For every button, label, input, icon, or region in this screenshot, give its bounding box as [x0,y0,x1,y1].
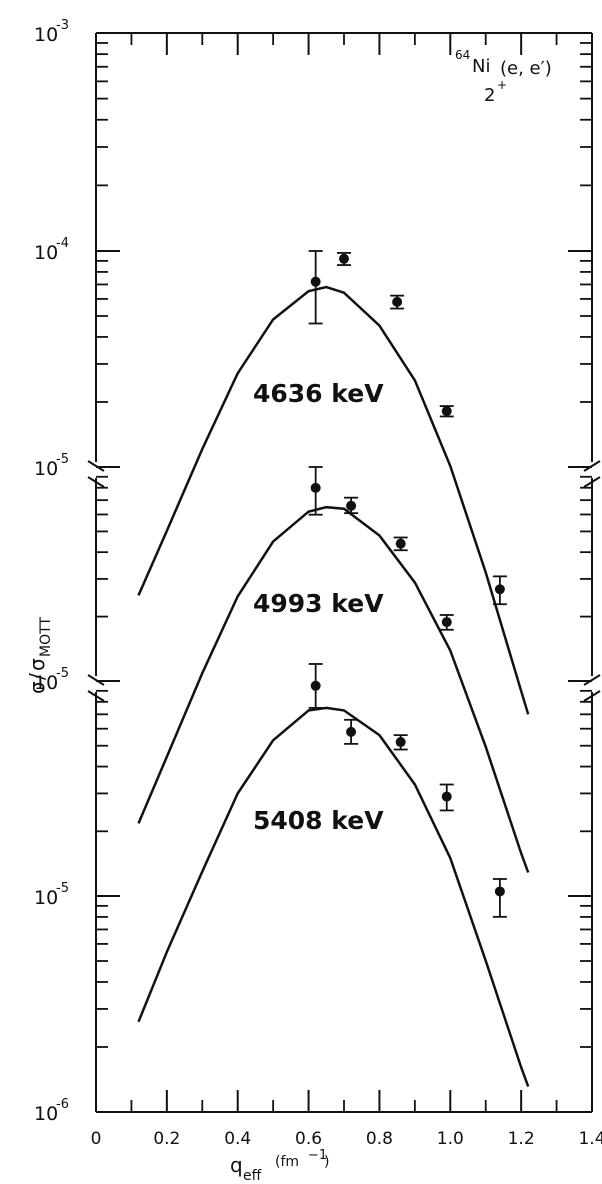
y-axis-label-sigma2: σ [25,658,49,671]
y-decade-label-exponent: -4 [56,236,69,251]
x-tick-label: 0 [91,1129,102,1149]
data-point [346,726,357,737]
x-axis-label: q eff (fm −1 ) [230,1148,329,1184]
y-axis-label-sub: MOTT [38,617,54,657]
y-decade-label-exponent: -6 [56,1097,69,1112]
y-axis-label: σ / σ MOTT [25,617,54,694]
axis-ticks: 10-310-410-510-510-510-60 0.2 0.4 0.6 0.8 1.0… [34,18,602,1149]
y-decade-label: 10 [34,24,58,46]
fit-curve-series-2 [137,505,530,873]
x-tick-label: 0.8 [366,1129,393,1149]
data-point [339,253,349,264]
x-axis-label-unit-exp: −1 [308,1148,327,1163]
data-point [494,886,505,897]
data-point [310,482,321,493]
data-point [441,791,452,802]
x-tick-label: 0.4 [224,1129,251,1149]
data-point [346,500,357,511]
left-axis-break-mark [87,690,105,702]
x-tick-label: 1.0 [437,1129,464,1149]
data-point [310,680,321,691]
y-decade-label-exponent: -3 [56,18,69,33]
series-label-1: 4636 keV [253,379,384,408]
data-point [392,296,403,307]
data-point [395,737,406,748]
y-decade-label: 10 [34,242,58,264]
y-decade-label-exponent: -5 [56,666,69,681]
x-axis-label-q: q [230,1153,243,1177]
y-decade-label: 10 [34,1103,58,1125]
annotation-state-parity: + [497,78,507,92]
data-point [441,406,452,417]
fit-curve-series-3 [137,706,530,1087]
annotation-state: 2 [484,85,495,106]
series-label-3: 5408 keV [253,806,384,835]
annotation-reaction: (e, e′) [500,58,552,79]
data-point [395,538,406,549]
data-point [494,584,505,595]
x-tick-label: 1.4 [578,1129,602,1149]
annotation-mass-number: 64 [455,48,470,62]
series-label-2: 4993 keV [253,589,384,618]
x-tick-label: 0.6 [295,1129,322,1149]
y-decade-label: 10 [34,672,58,694]
x-axis-label-unit: (fm [275,1154,299,1170]
y-decade-label-exponent: -5 [56,881,69,896]
right-axis-break-mark [583,476,601,488]
right-axis-break-mark [583,690,601,702]
left-axis-break-mark [87,476,105,488]
plot-frame [87,32,601,1113]
y-decade-label: 10 [34,458,58,480]
x-tick-label: 0.2 [153,1129,180,1149]
y-decade-label: 10 [34,887,58,909]
y-axis-label-slash: / [25,673,49,680]
x-axis-label-unit-close: ) [324,1154,329,1170]
y-axis-label-sigma: σ [25,681,49,694]
fit-curve-series-1 [137,285,530,715]
data-points [308,250,507,918]
data-point [310,276,321,287]
annotation-nucleus: Ni [472,56,490,77]
data-point [441,617,452,628]
series-labels: 4636 keV 4993 keV 5408 keV [253,379,384,835]
fit-curves [137,285,530,1087]
x-tick-label: 1.2 [508,1129,535,1149]
x-axis-label-sub: eff [243,1168,262,1184]
y-decade-label-exponent: -5 [56,452,69,467]
